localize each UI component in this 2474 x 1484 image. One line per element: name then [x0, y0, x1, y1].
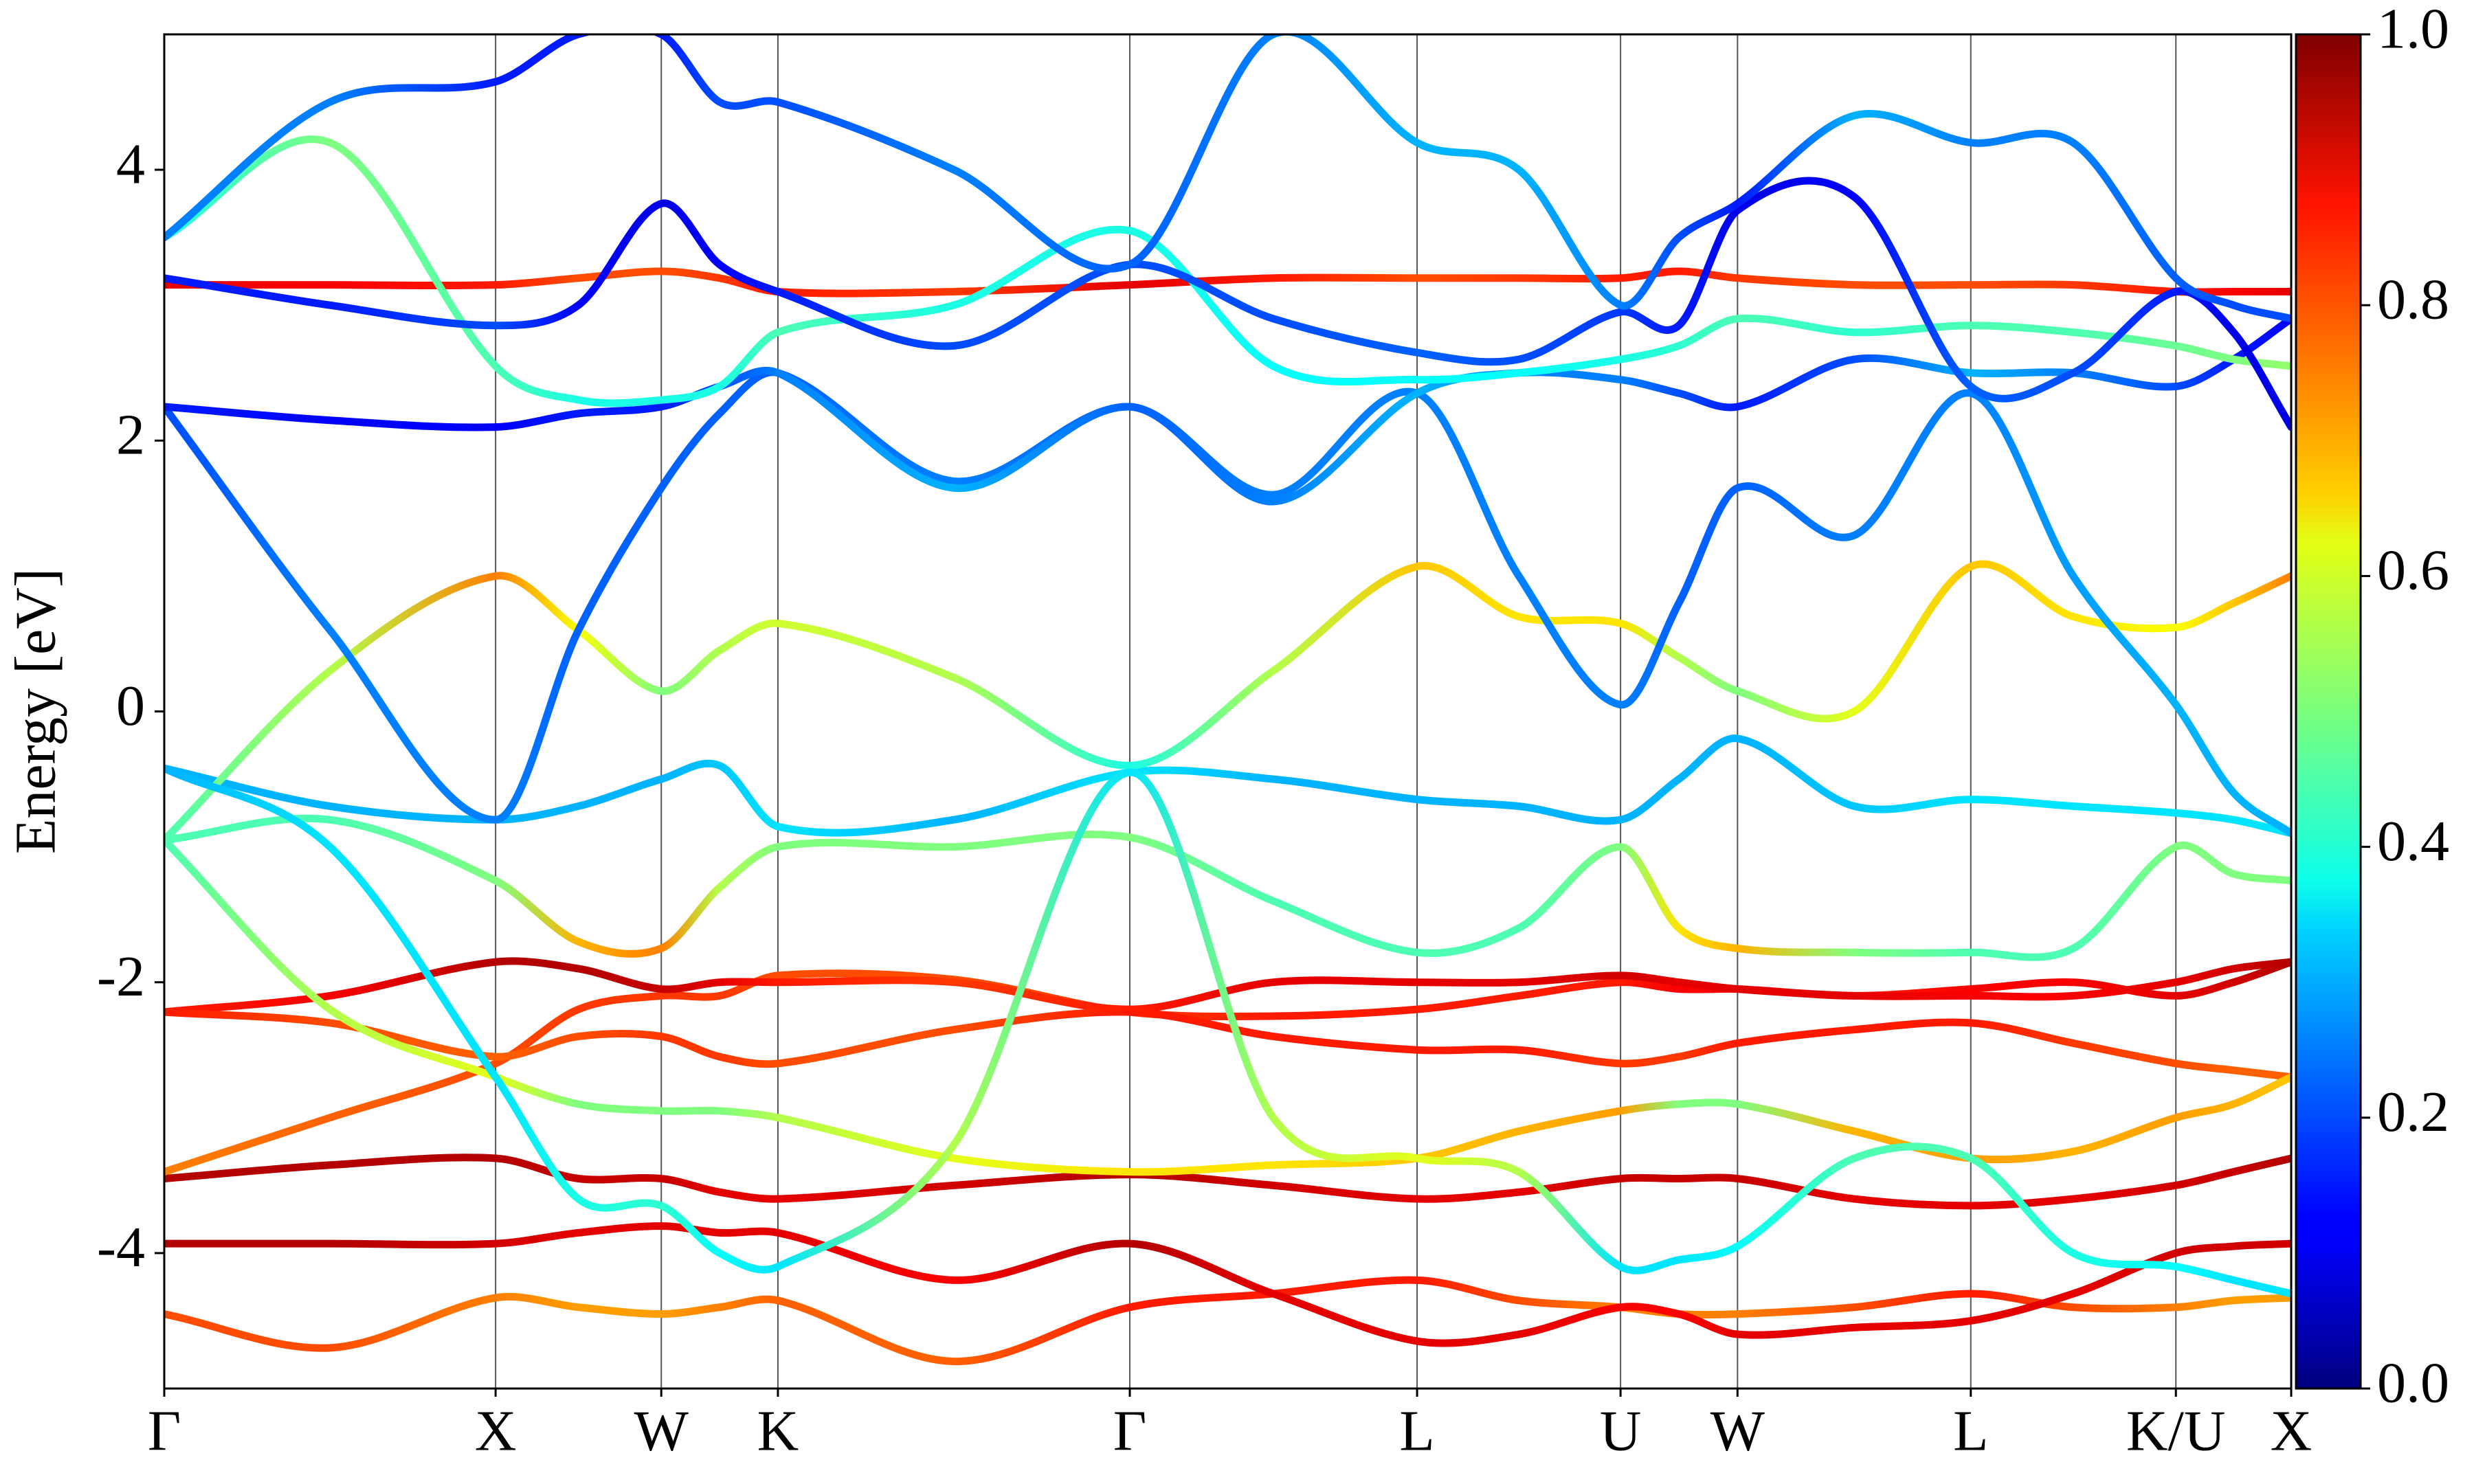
y-axis-label: Energy [eV]	[3, 568, 67, 854]
band	[164, 315, 2291, 506]
band	[164, 836, 2291, 1176]
y-tick-label: -2	[97, 945, 145, 1009]
band	[164, 1154, 2291, 1210]
band	[164, 958, 2291, 1176]
x-tick-label: L	[1953, 1399, 1988, 1463]
colorbar-tick-label: 0.4	[2377, 809, 2449, 873]
band	[164, 1222, 2291, 1347]
colorbar-tick-label: 0.2	[2377, 1080, 2449, 1144]
colorbar-tick-label: 0.6	[2377, 539, 2449, 603]
y-tick-label: 2	[116, 403, 145, 467]
band	[164, 177, 2291, 431]
bands	[164, 34, 2291, 1366]
band	[164, 1276, 2291, 1366]
band	[164, 368, 2291, 837]
x-tick-label: X	[475, 1399, 517, 1463]
band	[164, 1008, 2291, 1081]
ticks: Γ X W K Γ L U W L K/U X -4 -2 0 2 4 0.0 0.2 0.4 0.6 0.8 1.0	[97, 0, 2449, 1463]
band	[164, 764, 2291, 1298]
x-tick-label: L	[1399, 1399, 1434, 1463]
y-tick-label: -4	[97, 1215, 145, 1279]
band	[164, 267, 2291, 297]
colorbar-tick-label: 0.8	[2377, 267, 2449, 331]
x-tick-label: Γ	[1113, 1399, 1147, 1463]
band	[164, 135, 2291, 407]
x-tick-label: U	[1600, 1399, 1642, 1463]
colorbar-tick-label: 1.0	[2377, 0, 2449, 60]
y-tick-label: 4	[116, 132, 145, 196]
colorbar-tick-label: 0.0	[2377, 1351, 2449, 1415]
x-tick-label: W	[634, 1399, 689, 1463]
band	[164, 560, 2291, 844]
band	[164, 957, 2291, 1016]
band	[164, 34, 2291, 323]
x-tick-label: K	[757, 1399, 799, 1463]
band	[164, 734, 2291, 837]
x-tick-label: X	[2271, 1399, 2313, 1463]
x-tick-label: W	[1710, 1399, 1765, 1463]
y-tick-label: 0	[116, 674, 145, 738]
colorbar	[2295, 33, 2362, 1390]
x-tick-label: K/U	[2126, 1399, 2226, 1463]
band	[164, 814, 2291, 961]
x-tick-label: Γ	[148, 1399, 181, 1463]
